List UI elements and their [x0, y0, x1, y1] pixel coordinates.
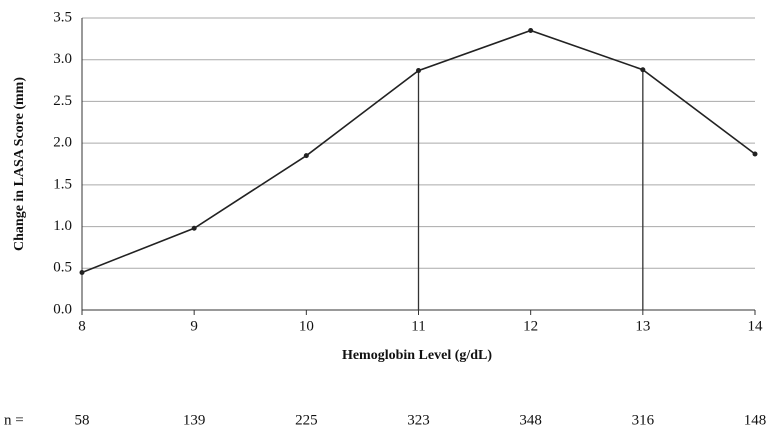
x-tick-label: 13 — [635, 318, 650, 334]
data-point — [79, 269, 85, 275]
data-point — [528, 28, 534, 34]
x-tick-label: 14 — [748, 318, 764, 334]
data-point — [640, 67, 646, 73]
data-point — [303, 153, 309, 159]
x-tick-label: 11 — [411, 318, 425, 334]
y-tick-label: 3.0 — [53, 51, 72, 67]
x-axis-title: Hemoglobin Level (g/dL) — [342, 348, 492, 363]
y-tick-label: 2.0 — [53, 135, 72, 151]
data-point — [752, 151, 758, 157]
y-tick-label: 1.0 — [53, 218, 72, 234]
n-value: 316 — [632, 412, 655, 428]
n-value: 348 — [519, 412, 542, 428]
n-value: 139 — [183, 412, 206, 428]
data-point — [416, 68, 421, 74]
n-value: 58 — [75, 412, 90, 428]
n-value: 225 — [295, 412, 318, 428]
x-tick-label: 10 — [299, 318, 314, 334]
y-axis-title: Change in LASA Score (mm) — [12, 77, 27, 251]
n-label: n = — [4, 412, 24, 428]
y-tick-label: 0.0 — [53, 301, 72, 317]
x-tick-label: 8 — [78, 318, 86, 334]
n-value: 148 — [744, 412, 767, 428]
data-point — [191, 225, 197, 231]
x-tick-label: 12 — [523, 318, 538, 334]
n-value: 323 — [407, 412, 430, 428]
y-tick-label: 3.5 — [53, 9, 72, 25]
y-tick-label: 1.5 — [53, 176, 72, 192]
y-tick-label: 0.5 — [53, 260, 72, 276]
x-tick-label: 9 — [190, 318, 198, 334]
y-tick-label: 2.5 — [53, 93, 72, 109]
